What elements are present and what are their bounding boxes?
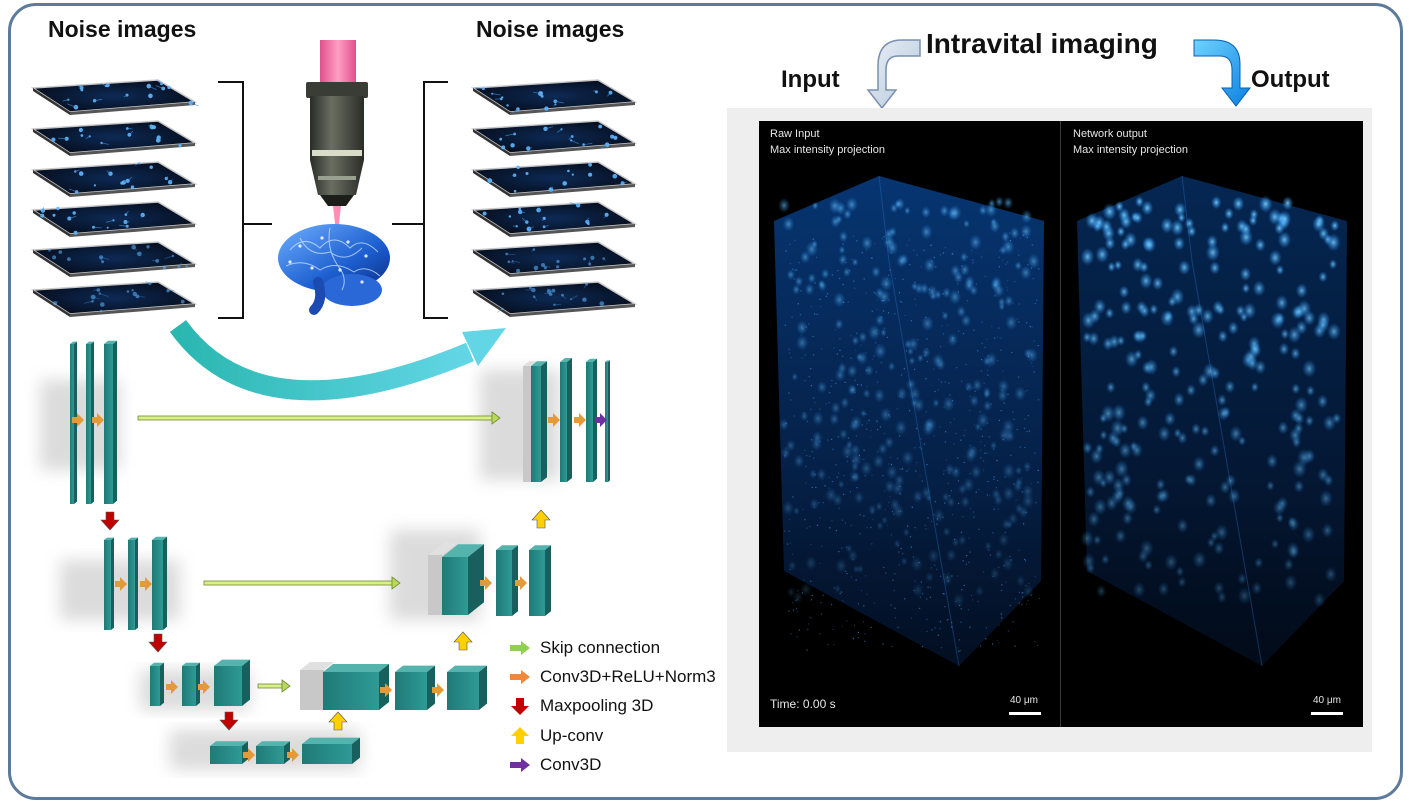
- feature-map-block: [496, 545, 518, 616]
- feature-map-block: [323, 664, 389, 710]
- noise-image-stack-left: [30, 79, 199, 317]
- feature-map-block: [150, 662, 164, 706]
- maxpool-arrow-icon: [100, 511, 120, 531]
- noise-image-slide: [30, 281, 198, 317]
- upsampled-feature-block: [428, 542, 458, 615]
- conv-arrow-icon: [574, 413, 586, 427]
- feature-map-block: [182, 662, 200, 706]
- input-curved-arrow-icon: [866, 39, 921, 110]
- conv3d-arrow-icon: [595, 413, 607, 427]
- skip-connection-level-3: [257, 679, 291, 693]
- unet-architecture: [40, 340, 610, 770]
- conv-arrow-icon: [480, 576, 492, 590]
- volume-renderings: [774, 175, 1347, 667]
- microscope-objective-icon: [306, 40, 368, 232]
- feature-map-block: [210, 741, 248, 764]
- upconv-arrow-icon: [531, 509, 551, 529]
- right-panel-title: Network output: [1073, 128, 1147, 140]
- maxpool-arrow-icon: [219, 711, 239, 731]
- conv-arrow-icon: [115, 577, 127, 591]
- upconv-arrow-icon: [453, 631, 473, 651]
- feature-map-block: [531, 361, 547, 482]
- conv-arrow-icon: [548, 413, 560, 427]
- feature-map-block: [605, 360, 610, 482]
- viewer-divider: [1060, 121, 1061, 727]
- upconv-arrow-icon: [328, 711, 348, 731]
- legend-up-conv: Up-conv: [540, 726, 604, 745]
- skip-connection-level-1: [137, 411, 501, 425]
- brain-icon: [278, 224, 390, 315]
- noise-image-slide: [470, 161, 638, 197]
- conv-arrow-icon: [72, 413, 84, 427]
- output-curved-arrow-icon: [1193, 39, 1252, 107]
- left-panel-subtitle: Max intensity projection: [770, 144, 885, 156]
- bracket-right: [392, 81, 448, 319]
- noise-image-slide: [470, 281, 638, 317]
- feature-map-block: [128, 537, 138, 630]
- input-heading: Input: [781, 66, 840, 93]
- right-panel-subtitle: Max intensity projection: [1073, 144, 1188, 156]
- output-heading: Output: [1251, 66, 1330, 93]
- time-label: Time: 0.00 s: [770, 697, 836, 711]
- upsampled-feature-block: [300, 662, 334, 710]
- conv-arrow-icon: [515, 576, 527, 590]
- feature-map-block: [104, 537, 114, 630]
- legend-maxpooling: Maxpooling 3D: [540, 696, 654, 715]
- conv-arrow-icon: [432, 683, 444, 697]
- scale-label-left: 40 μm: [1010, 695, 1038, 706]
- noise-image-slide: [470, 120, 638, 156]
- denoise-flow-arrow: [169, 320, 506, 401]
- feature-map-block: [395, 665, 435, 710]
- noise-image-slide: [30, 161, 198, 197]
- bracket-left: [218, 81, 272, 319]
- intravital-viewer: Raw Input Max intensity projection Netwo…: [759, 121, 1363, 727]
- feature-map-block: [447, 665, 487, 710]
- conv-arrow-icon: [166, 680, 178, 694]
- scale-bar-right: [1311, 712, 1343, 715]
- feature-map-block: [442, 544, 484, 615]
- feature-map-block: [256, 741, 290, 764]
- legend-skip-connection: Skip connection: [540, 638, 661, 657]
- feature-map-block: [104, 340, 117, 504]
- noise-image-stack-right: [470, 79, 638, 317]
- legend-conv3d-relu-norm: Conv3D+ReLU+Norm3: [540, 667, 716, 686]
- conv-arrow-icon: [92, 413, 104, 427]
- legend-conv3d: Conv3D: [540, 755, 602, 774]
- intravital-imaging-heading: Intravital imaging: [926, 28, 1158, 59]
- noise-image-slide: [470, 201, 638, 237]
- noise-images-heading-right: Noise images: [476, 16, 625, 42]
- noise-image-slide: [30, 79, 199, 115]
- feature-map-block: [152, 536, 167, 630]
- noise-image-slide: [470, 79, 638, 115]
- conv-arrow-icon: [380, 683, 392, 697]
- skip-connection-level-2: [203, 576, 401, 590]
- noise-image-slide: [30, 241, 198, 277]
- feature-map-block: [560, 358, 572, 482]
- raw-input-volume: [774, 175, 1044, 667]
- noise-images-heading-left: Noise images: [48, 16, 197, 42]
- noise-image-slide: [30, 120, 198, 156]
- network-output-volume: [1077, 175, 1347, 667]
- left-panel-title: Raw Input: [770, 128, 820, 140]
- conv-arrow-icon: [140, 577, 152, 591]
- conv-arrow-icon: [243, 748, 255, 762]
- maxpool-arrow-icon: [148, 633, 168, 653]
- feature-map-block: [214, 659, 250, 706]
- conv-arrow-icon: [287, 748, 299, 762]
- noise-image-slide: [30, 201, 198, 237]
- noise-image-slide: [470, 241, 638, 277]
- feature-map-block: [302, 737, 360, 764]
- scale-label-right: 40 μm: [1313, 695, 1341, 706]
- scale-bar-left: [1009, 712, 1041, 715]
- conv-arrow-icon: [198, 680, 210, 694]
- feature-map-block: [529, 545, 551, 616]
